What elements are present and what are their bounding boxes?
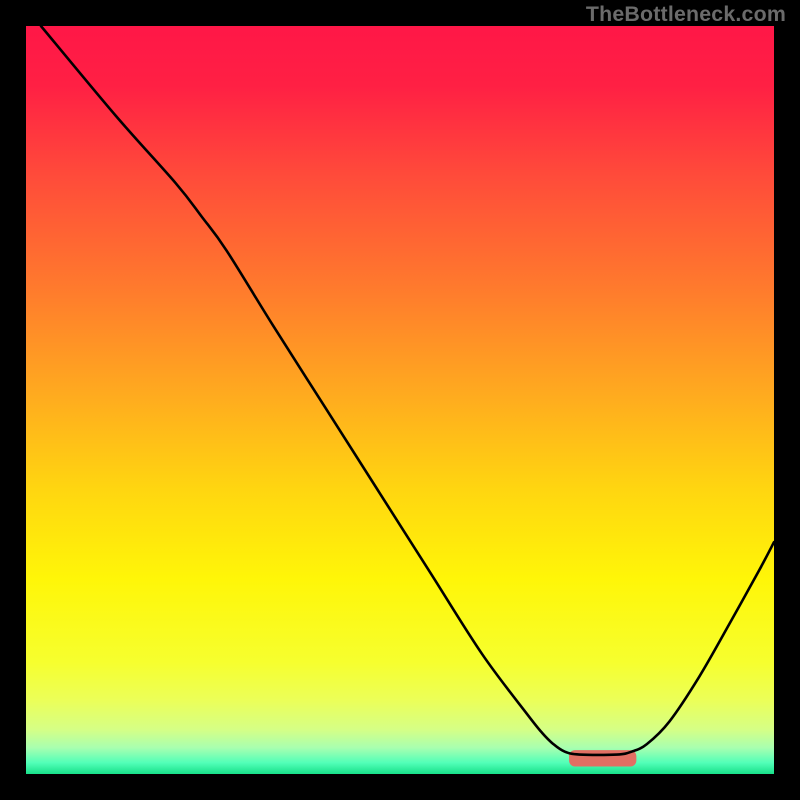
watermark-text: TheBottleneck.com [586,2,786,27]
gradient-background [26,26,774,774]
chart-stage: TheBottleneck.com [0,0,800,800]
chart-svg [0,0,800,800]
